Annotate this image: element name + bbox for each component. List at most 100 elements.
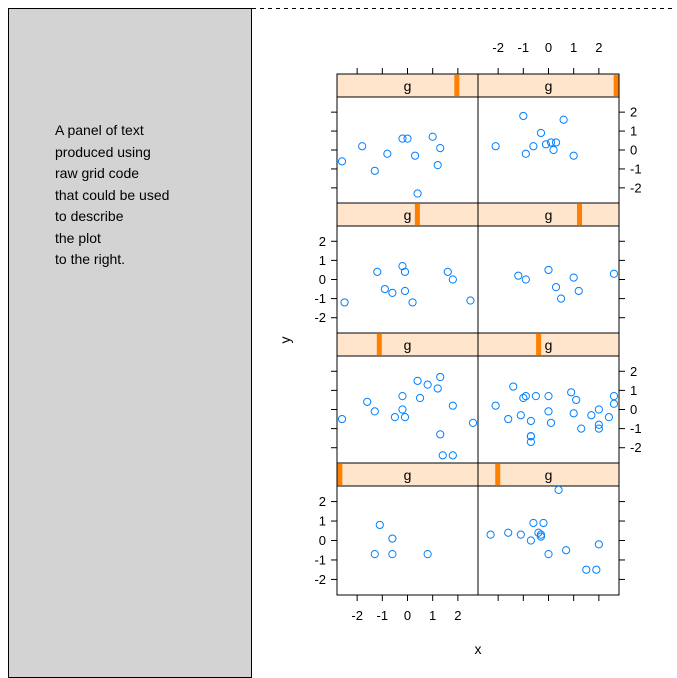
data-point [526,437,535,447]
data-point [491,401,500,410]
data-point [551,138,561,147]
data-point [340,298,349,307]
x-tick-label: -1 [518,40,530,55]
data-point [358,142,367,151]
data-point [574,286,583,296]
data-point [337,157,347,166]
data-point [400,413,410,422]
data-point [400,267,410,276]
panel-border [477,355,620,464]
data-point [594,405,603,414]
data-point [514,271,523,280]
strip-background [478,333,619,356]
data-point [448,401,457,410]
data-point [436,430,445,439]
data-point [529,142,538,151]
data-point [521,149,530,158]
y-tick-label: 2 [630,364,637,379]
data-point [526,432,535,441]
x-tick-label: 1 [570,40,577,55]
data-point [544,550,553,559]
strip-level-indicator [577,204,583,225]
data-point [413,376,422,385]
description-line: that could be used [55,186,170,203]
data-point [448,275,457,284]
data-point [400,286,410,296]
data-point [569,273,578,282]
data-point [544,407,553,416]
strip-label: g [404,207,412,223]
data-point [388,288,397,297]
data-point [423,550,432,559]
y-tick-label: -2 [630,180,642,195]
data-point [438,451,447,460]
data-point [549,145,558,155]
data-point [519,393,528,403]
y-tick-label: 0 [630,143,637,158]
text-panel-background [8,8,252,678]
description-line: the plot [55,229,101,246]
data-point [380,284,389,294]
description-line: to the right. [55,251,126,267]
data-point [546,418,556,427]
strip-label: g [545,337,553,353]
data-point [592,565,601,574]
data-point [526,416,535,426]
data-point [443,267,452,276]
data-point [504,414,513,424]
y-tick-label: 0 [319,272,326,287]
data-point [551,283,561,292]
y-tick-label: 1 [630,383,637,398]
data-point [516,411,525,420]
strip-level-indicator [337,464,343,485]
data-point [521,275,530,284]
panel-border [336,96,479,204]
x-tick-label: 2 [454,608,461,623]
description-line: produced using [55,143,151,160]
x-tick-label: -2 [351,608,363,623]
data-point [448,451,457,460]
data-point [433,161,442,170]
strip-label: g [545,207,553,223]
data-point [337,414,347,424]
data-point [408,298,417,307]
strip-background [337,203,478,226]
y-tick-label: -2 [630,440,642,455]
data-point [609,399,619,408]
data-point [609,392,619,401]
y-tick-label: 1 [319,253,326,268]
data-point [375,520,384,530]
strip-label: g [404,337,412,353]
panel-border [336,485,479,596]
data-point [398,392,407,401]
description-line: to describe [55,208,124,224]
data-point [569,151,578,160]
strip-label: g [404,467,412,483]
data-point [466,296,475,305]
strip-label: g [545,467,553,483]
data-point [436,144,445,153]
strip-level-indicator [536,334,542,355]
data-point [436,372,445,382]
data-point [541,140,551,149]
data-point [410,151,420,160]
data-point [582,565,591,574]
data-point [413,189,422,198]
panel-border [336,355,479,464]
strip-label: g [545,78,553,94]
y-tick-label: -1 [314,291,326,306]
data-point [486,530,495,539]
y-tick-label: 2 [630,105,637,120]
data-point [529,518,538,528]
data-point [521,392,530,401]
data-point [423,380,432,389]
strip-background [337,463,478,486]
data-point [398,405,407,414]
y-tick-label: -2 [314,572,326,587]
y-tick-label: -2 [314,310,326,325]
data-point [594,420,603,429]
data-point [556,294,566,303]
strip-background [478,203,619,226]
data-point [415,393,425,403]
